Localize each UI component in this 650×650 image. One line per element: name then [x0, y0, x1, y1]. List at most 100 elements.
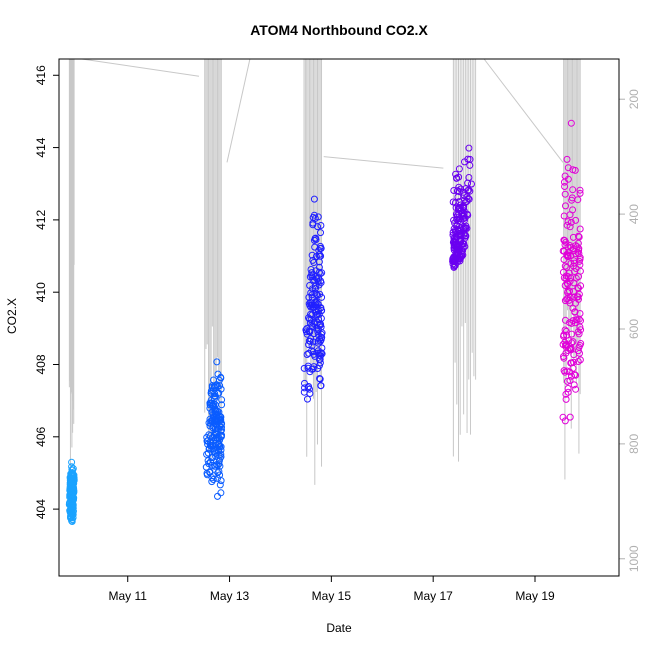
data-point: [306, 385, 313, 393]
chart-title: ATOM4 Northbound CO2.X: [250, 22, 428, 38]
data-point: [314, 223, 321, 231]
y-tick-label: 416: [34, 65, 48, 85]
data-point: [316, 250, 323, 258]
data-point: [569, 364, 577, 372]
data-point: [564, 164, 572, 172]
data-point: [208, 383, 216, 391]
data-point: [317, 349, 325, 357]
data-point: [571, 319, 579, 327]
x-tick-label: May 11: [108, 589, 147, 603]
data-point: [306, 282, 314, 289]
data-point: [66, 507, 74, 515]
data-point: [461, 224, 469, 231]
data-point: [564, 218, 572, 226]
data-point: [210, 401, 218, 409]
data-point: [577, 340, 585, 347]
data-point: [301, 384, 308, 392]
data-point: [575, 273, 582, 281]
data-point: [208, 478, 216, 486]
data-point: [453, 247, 461, 255]
data-point: [215, 467, 223, 475]
data-point: [562, 202, 569, 210]
data-point: [576, 225, 584, 233]
data-point: [316, 252, 323, 260]
data-point: [207, 458, 214, 466]
data-point: [308, 251, 316, 259]
data-point: [455, 215, 463, 223]
data-point: [316, 270, 324, 278]
data-point: [310, 363, 318, 371]
data-point: [468, 180, 475, 188]
data-point: [307, 266, 315, 273]
data-point: [68, 516, 76, 524]
data-point: [455, 210, 463, 218]
data-point: [564, 251, 572, 259]
data-point: [307, 303, 315, 311]
data-point: [565, 296, 573, 304]
data-point: [308, 271, 316, 279]
data-point: [216, 423, 224, 431]
data-point: [456, 257, 464, 265]
data-point: [212, 382, 220, 390]
altitude-transit-line: [81, 58, 200, 77]
altitude-transit-line: [323, 156, 444, 169]
data-point: [306, 328, 314, 336]
data-point: [575, 284, 582, 292]
data-point: [575, 330, 583, 338]
data-point: [449, 256, 457, 264]
data-point: [560, 332, 567, 340]
y-tick-label: 412: [34, 210, 48, 230]
data-point: [561, 326, 569, 334]
data-point: [305, 341, 313, 349]
data-point: [314, 339, 322, 347]
data-point: [315, 281, 323, 289]
data-point: [566, 413, 574, 421]
data-point: [305, 337, 313, 345]
data-point: [461, 196, 468, 204]
data-point: [456, 253, 464, 261]
data-point: [211, 462, 219, 470]
x-tick-label: May 17: [414, 589, 454, 603]
data-point: [205, 431, 213, 439]
data-point: [460, 192, 468, 200]
data-point: [571, 371, 579, 379]
data-point: [567, 244, 575, 251]
data-point: [215, 457, 223, 465]
data-point: [572, 371, 580, 379]
co2-points: [65, 119, 585, 525]
y-axis-label: CO2.X: [5, 298, 19, 334]
data-point: [462, 224, 470, 232]
data-point: [305, 300, 313, 308]
data-point: [465, 195, 473, 203]
data-point: [308, 269, 316, 277]
data-point: [316, 375, 324, 383]
data-point: [307, 289, 315, 297]
data-point: [214, 370, 222, 378]
data-point: [569, 288, 577, 296]
y-tick-label: 410: [34, 282, 48, 302]
x-axis-label: Date: [326, 621, 352, 635]
data-point: [465, 186, 473, 194]
data-point: [563, 155, 571, 163]
x-tick-label: May 15: [312, 589, 352, 603]
data-point: [560, 367, 568, 375]
data-point: [452, 170, 460, 178]
data-point: [453, 174, 461, 182]
data-point: [305, 327, 313, 335]
data-point: [576, 189, 584, 197]
data-point: [312, 298, 320, 306]
data-point: [318, 293, 326, 301]
data-point: [211, 406, 219, 414]
data-point: [70, 471, 78, 479]
axes: May 11 May 13 May 15 May 17 May 19 404 406 408 4…: [34, 65, 641, 603]
y-tick-label: 408: [34, 354, 48, 374]
data-point: [560, 247, 568, 255]
data-point: [317, 382, 325, 390]
data-point: [212, 452, 220, 460]
data-point: [203, 437, 211, 445]
data-point: [562, 390, 570, 398]
data-point: [217, 385, 225, 393]
data-point: [567, 344, 575, 352]
data-point: [563, 279, 571, 287]
